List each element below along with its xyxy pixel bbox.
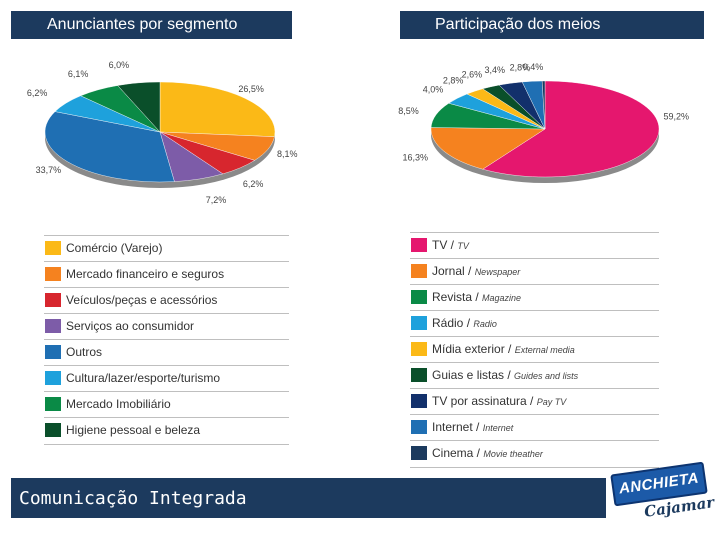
pie-label-midia-exterior: 2,8%	[443, 75, 464, 85]
legend-label-en: External media	[514, 345, 575, 355]
legend-label: Cinema / Movie theather	[432, 446, 543, 460]
legend-label-en: Pay TV	[536, 397, 567, 407]
legend-label: Mercado Imobiliário	[66, 397, 171, 411]
legend-item-mercado-imobiliario: Mercado Imobiliário	[44, 391, 289, 418]
legend-label: Mídia exterior / External media	[432, 342, 575, 356]
legend-item-revista: Revista / Magazine	[410, 284, 659, 311]
legend-item-mercado-financeiro-e-seguros: Mercado financeiro e seguros	[44, 261, 289, 288]
legend-label: TV por assinatura / Pay TV	[432, 394, 567, 408]
pie-label-higiene-pessoal-e-beleza: 6,0%	[109, 60, 130, 70]
legend-swatch	[45, 371, 61, 385]
pie-label-internet: 2,8%	[510, 62, 531, 72]
legend-label-en: Guides and lists	[514, 371, 579, 381]
legend-label: Rádio / Radio	[432, 316, 497, 330]
legend-swatch	[45, 319, 61, 333]
legend-label: Serviços ao consumidor	[66, 319, 195, 333]
legend-label-en: Magazine	[482, 293, 522, 303]
legend-swatch	[411, 264, 427, 278]
legend-item-cinema: Cinema / Movie theather	[410, 440, 659, 468]
pie-label-mercado-financeiro-e-seguros: 8,1%	[277, 149, 298, 159]
left-title-bar: Anunciantes por segmento	[11, 11, 292, 39]
legend-item-comercio-varejo: Comércio (Varejo)	[44, 235, 289, 262]
pie-label-comercio-varejo: 26,5%	[238, 84, 264, 94]
pie-label-tv-por-assinatura: 3,4%	[484, 65, 505, 75]
legend-label: Internet / Internet	[432, 420, 514, 434]
legend-label-en: Newspaper	[474, 267, 521, 277]
pie-label-jornal: 16,3%	[402, 153, 428, 163]
legend-label-en: Internet	[482, 423, 514, 433]
pie-label-cultura-lazer-esporte-turismo: 6,2%	[27, 88, 48, 98]
pie-slice-tv	[482, 80, 660, 178]
legend-label: Guias e listas / Guides and lists	[432, 368, 579, 382]
pie-slice-higiene-pessoal-e-beleza	[117, 81, 161, 133]
legend-item-tv-por-assinatura: TV por assinatura / Pay TV	[410, 388, 659, 415]
legend-item-cultura-lazer-esporte-turismo: Cultura/lazer/esporte/turismo	[44, 365, 289, 392]
legend-item-outros: Outros	[44, 339, 289, 366]
footer-bar: Comunicação Integrada	[11, 478, 606, 518]
pie-label-cinema: 0,4%	[523, 62, 544, 72]
pie-label-guias-e-listas: 2,6%	[462, 70, 483, 80]
legend-swatch	[411, 368, 427, 382]
footer-text: Comunicação Integrada	[19, 488, 247, 509]
legend-item-midia-exterior: Mídia exterior / External media	[410, 336, 659, 363]
pie-label-tv: 59,2%	[664, 112, 690, 122]
legend-swatch	[411, 394, 427, 408]
legend-item-radio: Rádio / Radio	[410, 310, 659, 337]
legend-swatch	[411, 446, 427, 460]
legend-label: Mercado financeiro e seguros	[66, 267, 225, 281]
pie-slice-jornal	[430, 127, 546, 170]
right-title-bar: Participação dos meios	[400, 11, 704, 39]
legend-swatch	[45, 241, 61, 255]
legend-swatch	[411, 238, 427, 252]
legend-swatch	[45, 293, 61, 307]
legend-label: Jornal / Newspaper	[432, 264, 521, 278]
pie-slice-cinema	[541, 80, 546, 130]
legend-swatch	[45, 397, 61, 411]
pie-slice-outros	[44, 111, 175, 183]
legend-swatch	[411, 290, 427, 304]
legend-label: Comércio (Varejo)	[66, 241, 163, 255]
legend-item-internet: Internet / Internet	[410, 414, 659, 441]
legend-item-higiene-pessoal-e-beleza: Higiene pessoal e beleza	[44, 417, 289, 445]
legend-label: Veículos/peças e acessórios	[66, 293, 218, 307]
pie-slice-comercio-varejo	[159, 81, 276, 137]
legend-label-en: Movie theather	[483, 449, 543, 459]
segment-pie-chart: 26,5% 8,1% 6,2% 7,2% 33,7% 6,2% 6,1% 6,0%	[27, 60, 298, 205]
legend-swatch	[411, 420, 427, 434]
legend-item-tv: TV / TV	[410, 232, 659, 259]
pie-label-outros: 33,7%	[36, 165, 62, 175]
pie-label-mercado-imobiliario: 6,1%	[68, 69, 89, 79]
legend-label: TV / TV	[432, 238, 469, 252]
left-chart-title: Anunciantes por segmento	[47, 16, 238, 33]
right-chart-title: Participação dos meios	[435, 16, 601, 33]
legend-item-guias-e-listas: Guias e listas / Guides and lists	[410, 362, 659, 389]
legend-swatch	[45, 423, 61, 437]
legend-item-jornal: Jornal / Newspaper	[410, 258, 659, 285]
legend-swatch	[411, 342, 427, 356]
legend-swatch	[45, 267, 61, 281]
pie-label-veiculos-pecas-e-acessorios: 6,2%	[243, 179, 264, 189]
legend-label: Revista / Magazine	[432, 290, 522, 304]
legend-item-servicos-ao-consumidor: Serviços ao consumidor	[44, 313, 289, 340]
legend-label-en: Radio	[473, 319, 497, 329]
pie-label-revista: 8,5%	[398, 106, 419, 116]
legend-item-veiculos-pecas-e-acessorios: Veículos/peças e acessórios	[44, 287, 289, 314]
anchieta-logo: ANCHIETA Cajamar	[608, 461, 715, 522]
legend-swatch	[411, 316, 427, 330]
legend-label: Higiene pessoal e beleza	[66, 423, 201, 437]
legend-swatch	[45, 345, 61, 359]
legend-label-en: TV	[457, 241, 469, 251]
media-pie-chart: 59,2%16,3%8,5%4,0%2,8%2,6% 3,4% 2,8%0,4%	[398, 62, 690, 183]
legend-label: Cultura/lazer/esporte/turismo	[66, 371, 221, 385]
pie-label-radio: 4,0%	[423, 85, 444, 95]
pie-label-servicos-ao-consumidor: 7,2%	[206, 195, 227, 205]
legend-label: Outros	[66, 345, 103, 359]
